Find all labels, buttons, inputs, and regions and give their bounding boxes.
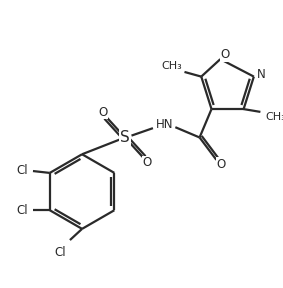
Text: S: S [120,130,130,145]
Text: O: O [216,158,226,171]
Text: HN: HN [155,118,173,131]
Text: Cl: Cl [16,164,28,177]
Text: Cl: Cl [54,246,65,259]
Text: N: N [257,68,266,81]
Text: CH₃: CH₃ [265,111,283,122]
Text: O: O [143,156,152,169]
Text: O: O [220,48,230,61]
Text: CH₃: CH₃ [161,61,182,71]
Text: O: O [98,106,107,119]
Text: Cl: Cl [16,204,28,217]
